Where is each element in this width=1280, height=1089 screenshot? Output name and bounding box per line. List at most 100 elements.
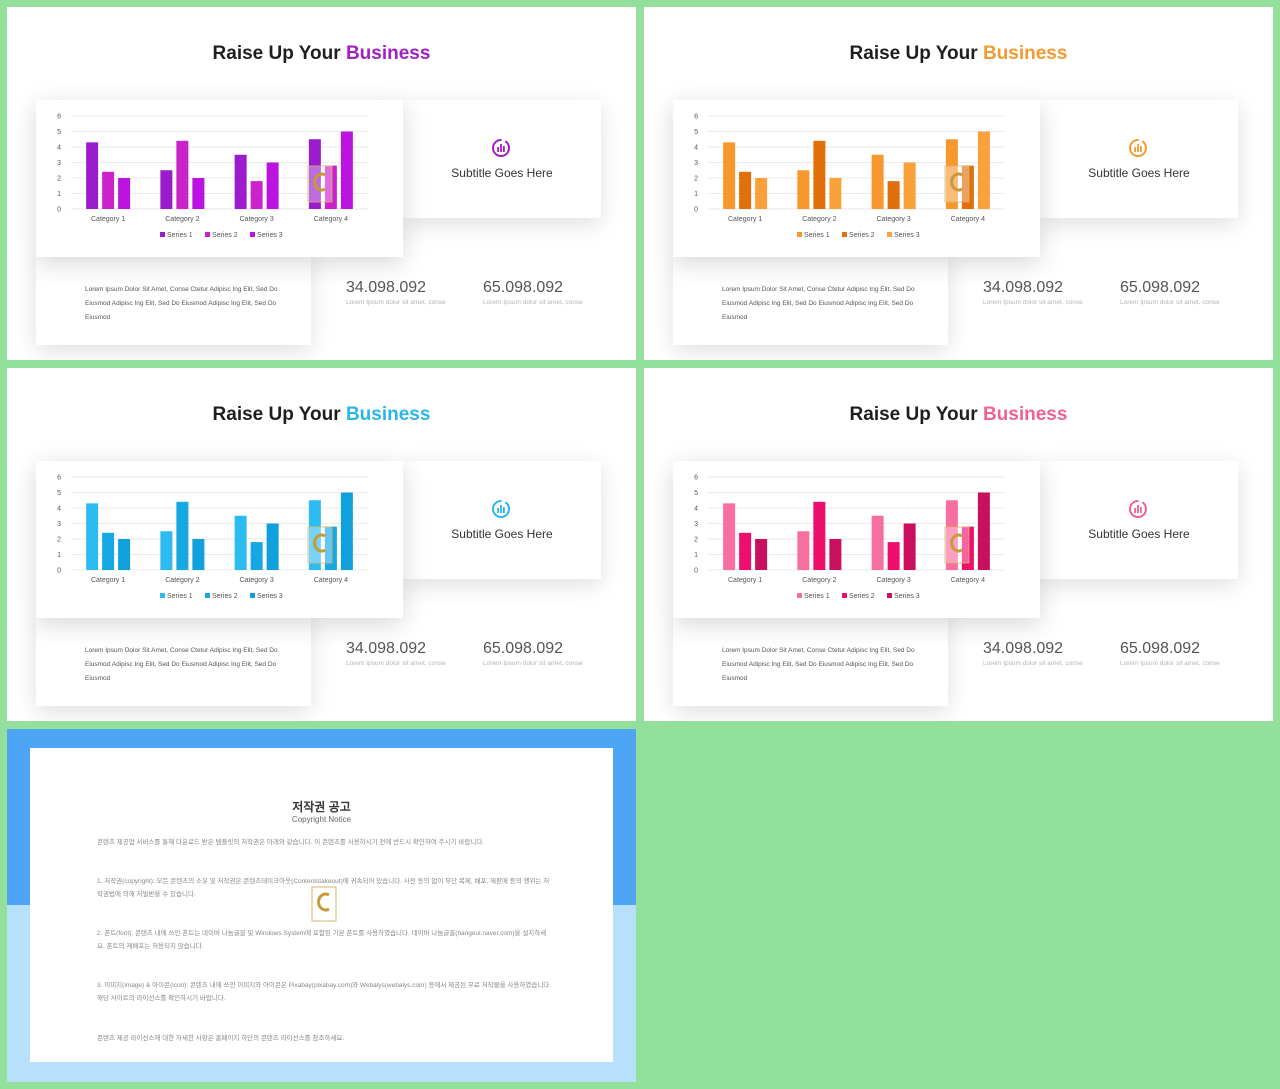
chart-circle-icon [1127,498,1149,520]
stat-value: 34.098.092 [346,279,427,296]
watermark-logo-icon [307,165,333,203]
legend-label: Series 1 [804,232,830,239]
y-tick-label: 0 [57,568,61,575]
y-tick-label: 1 [57,191,61,198]
y-tick-label: 2 [694,176,698,183]
notice-paragraph: 2. 폰트(font): 콘텐츠 내에 쓰인 폰트는 네이버 나눔글꼴 및 Wi… [97,930,547,950]
watermark-logo-icon [944,526,970,564]
chart-card: 0 1 2 3 4 5 6 Category 1 Category 2 Category 3 Cat… [36,461,403,618]
x-tick-label: Category 2 [802,216,836,223]
legend-swatch [842,593,847,598]
title-main: Raise Up Your [849,43,978,64]
bar [945,139,958,209]
subtitle-card [1040,100,1238,218]
x-tick-label: Category 3 [240,216,274,223]
stat-value: 65.098.092 [483,279,564,296]
bar [871,515,884,570]
watermark-logo-icon [944,165,970,203]
x-tick-label: Category 2 [165,577,199,584]
legend-swatch [797,593,802,598]
y-tick-label: 1 [57,552,61,559]
bar [118,178,131,209]
bar [176,140,189,209]
watermark-logo-icon [311,886,337,922]
title-main: Raise Up Your [212,404,341,425]
y-tick-label: 5 [694,129,698,136]
stat-caption: Lorem Ipsum dolor sit amet, conse [983,660,1083,667]
x-tick-label: Category 4 [314,577,348,584]
copyright-notice-slide: 저작권 공고 Copyright Notice 콘텐츠 제공업 서비스를 통해 … [7,729,636,1082]
subtitle-card [403,461,601,579]
bar [755,539,768,570]
business-slide: Raise Up Your Business 0 1 2 3 4 5 6 Category 1 C… [7,368,636,721]
stat-block: 65.098.092 Lorem Ipsum dolor sit amet, co… [483,640,613,667]
x-tick-label: Category 4 [314,216,348,223]
subtitle: Subtitle Goes Here [1088,527,1190,541]
bar [887,542,900,570]
subtitle-card [1040,461,1238,579]
y-tick-label: 0 [694,207,698,214]
bar [755,178,768,209]
stat-block: 34.098.092 Lorem Ipsum dolor sit amet, co… [983,640,1113,667]
y-tick-label: 2 [57,176,61,183]
stat-caption: Lorem Ipsum dolor sit amet, conse [983,299,1083,306]
legend-swatch [160,232,165,237]
notice-paragraph: 콘텐츠 제공업 서비스를 통해 다운로드 받은 템플릿의 저작권은 아래와 같습… [97,839,485,846]
slide-title: Raise Up Your Business [644,43,1273,65]
y-tick-label: 5 [57,490,61,497]
stat-value: 65.098.092 [483,640,564,657]
bar [903,523,916,570]
bar [829,178,842,209]
bar [118,539,131,570]
stat-caption: Lorem Ipsum dolor sit amet, conse [346,299,446,306]
notice-title: 저작권 공고 [292,800,351,814]
legend-swatch [160,593,165,598]
x-tick-label: Category 3 [240,577,274,584]
y-tick-label: 5 [694,490,698,497]
title-accent: Business [982,43,1068,64]
stat-value: 65.098.092 [1120,640,1201,657]
legend-label: Series 2 [849,593,875,600]
x-tick-label: Category 1 [91,577,125,584]
stat-block: 34.098.092 Lorem Ipsum dolor sit amet, co… [983,279,1113,306]
bar [250,542,263,570]
stat-block: 65.098.092 Lorem Ipsum dolor sit amet, co… [1120,279,1250,306]
bar-chart: 0 1 2 3 4 5 6 Category 1 Category 2 Category 3 Cat… [694,475,1005,600]
text-card [36,253,311,345]
y-tick-label: 6 [694,114,698,121]
watermark-logo-icon [307,526,333,564]
bar-chart: 0 1 2 3 4 5 6 Category 1 Category 2 Category 3 Cat… [694,114,1005,239]
title-accent: Business [982,404,1068,425]
bar [308,139,321,209]
legend-swatch [797,232,802,237]
bar [266,523,279,570]
bar [86,142,99,209]
notice-paper: 저작권 공고 Copyright Notice 콘텐츠 제공업 서비스를 통해 … [30,748,613,1062]
body-text: Lorem Ipsum Dolor Sit Amet, Conse Ctetur… [722,647,915,682]
bar [813,501,826,570]
stat-caption: Lorem Ipsum dolor sit amet, conse [483,660,583,667]
text-card [673,253,948,345]
legend-label: Series 1 [804,593,830,600]
legend-label: Series 1 [167,232,193,239]
bar [192,178,205,209]
bar [340,492,353,570]
y-tick-label: 3 [694,521,698,528]
business-slide: Raise Up Your Business 0 1 2 3 4 5 6 Category 1 C… [7,7,636,360]
bar [324,165,337,209]
notice-paragraph: 3. 이미지(image) & 아이콘(icon): 콘텐츠 내에 쓰인 이미지… [97,982,552,1002]
x-tick-label: Category 1 [91,216,125,223]
chart-circle-icon [1127,137,1149,159]
bar [977,131,990,209]
legend-label: Series 3 [894,593,920,600]
legend-label: Series 3 [257,232,283,239]
bar [871,154,884,209]
x-tick-label: Category 4 [951,577,985,584]
bar [160,170,173,209]
legend-label: Series 1 [167,593,193,600]
bar [903,162,916,209]
legend-swatch [250,232,255,237]
stat-caption: Lorem Ipsum dolor sit amet, conse [1120,660,1220,667]
x-tick-label: Category 3 [877,216,911,223]
body-text: Lorem Ipsum Dolor Sit Amet, Conse Ctetur… [722,286,915,321]
